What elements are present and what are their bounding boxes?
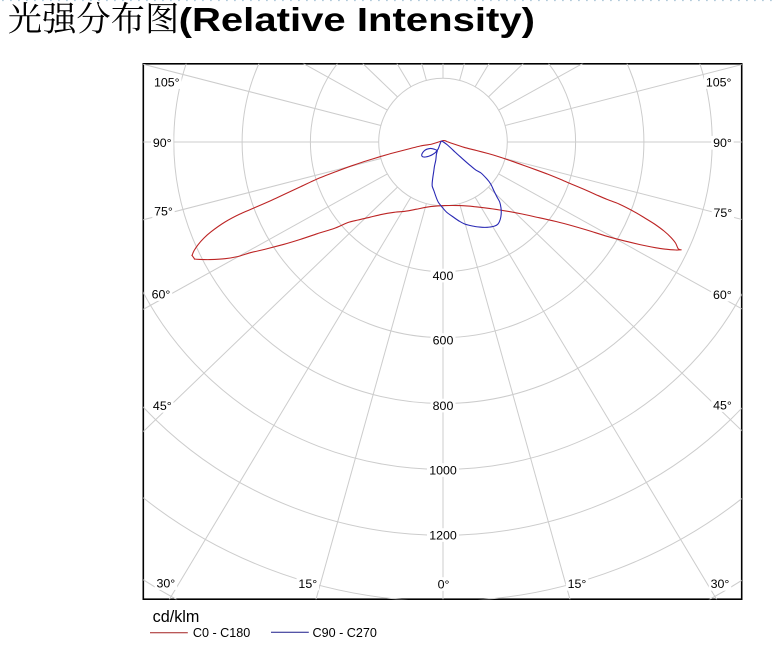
svg-text:800: 800 xyxy=(433,399,454,413)
svg-text:1000: 1000 xyxy=(429,463,457,477)
svg-text:30°: 30° xyxy=(711,577,730,591)
svg-text:30°: 30° xyxy=(157,576,176,590)
svg-text:45°: 45° xyxy=(713,398,732,412)
svg-text:(Relative Intensity): (Relative Intensity) xyxy=(179,2,535,39)
svg-text:15°: 15° xyxy=(298,577,317,591)
svg-text:C0 - C180: C0 - C180 xyxy=(193,626,250,640)
svg-text:90°: 90° xyxy=(153,136,172,150)
svg-text:60°: 60° xyxy=(152,287,171,301)
svg-text:1200: 1200 xyxy=(429,528,457,542)
svg-text:105°: 105° xyxy=(154,75,180,89)
svg-text:600: 600 xyxy=(433,333,454,347)
svg-text:90°: 90° xyxy=(713,136,732,150)
svg-text:60°: 60° xyxy=(713,288,732,302)
svg-text:75°: 75° xyxy=(714,206,733,220)
svg-text:15°: 15° xyxy=(568,577,587,591)
svg-text:400: 400 xyxy=(433,269,454,283)
svg-text:45°: 45° xyxy=(153,399,172,413)
svg-text:75°: 75° xyxy=(154,204,173,218)
svg-text:0°: 0° xyxy=(438,577,450,591)
svg-text:C90 - C270: C90 - C270 xyxy=(313,626,377,640)
svg-text:cd/klm: cd/klm xyxy=(153,608,200,626)
svg-text:105°: 105° xyxy=(706,75,732,89)
